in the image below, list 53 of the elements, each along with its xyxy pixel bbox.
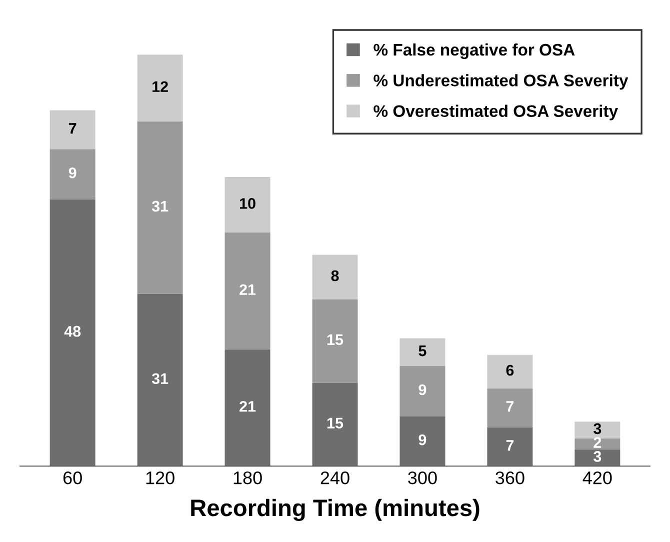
bar (574, 449, 620, 466)
data-label: 2 (594, 437, 602, 448)
x-tick-label: 240 (320, 471, 350, 484)
x-axis-title: Recording Time (minutes) (191, 498, 480, 522)
x-tick-label: 180 (234, 471, 262, 484)
data-label: 7 (506, 401, 514, 412)
legend-label: % False negative for OSA (374, 43, 575, 60)
data-label: 31 (152, 200, 168, 212)
bar (224, 232, 270, 350)
bar (574, 438, 620, 450)
x-tick-label: 360 (496, 471, 524, 484)
data-label: 15 (327, 334, 344, 346)
data-label: 7 (506, 440, 514, 451)
data-label: 5 (418, 346, 426, 356)
bar (400, 366, 446, 416)
bar (137, 121, 183, 294)
data-label: 12 (152, 81, 168, 92)
data-label: 9 (418, 384, 426, 396)
data-label: 21 (240, 284, 256, 295)
bar (137, 54, 183, 122)
legend-label: % Underestimated OSA Severity (374, 74, 628, 90)
bar (137, 294, 183, 466)
x-tick-label: 60 (63, 471, 82, 484)
data-label: 7 (68, 123, 76, 134)
data-label: 10 (240, 198, 256, 209)
bar (224, 349, 270, 466)
bar (487, 354, 533, 388)
data-label: 31 (152, 373, 168, 384)
x-tick-label: 420 (582, 471, 612, 484)
data-label: 3 (594, 423, 602, 434)
bar (50, 110, 96, 150)
x-tick-label: 300 (408, 471, 437, 484)
bar (312, 299, 358, 383)
data-label: 8 (331, 270, 339, 282)
bar (312, 382, 358, 466)
x-tick-label: 120 (146, 471, 174, 484)
bar (487, 388, 533, 428)
data-label: 6 (506, 364, 514, 376)
bar (50, 149, 96, 200)
data-label: 21 (240, 401, 256, 412)
bar (50, 199, 96, 466)
bar (574, 422, 620, 438)
bar (400, 416, 446, 466)
bar (224, 176, 270, 233)
bar (312, 254, 358, 300)
data-label: 15 (327, 418, 344, 429)
data-label: 9 (418, 434, 426, 446)
data-label: 3 (594, 451, 602, 462)
data-label: 9 (68, 167, 76, 178)
data-label: 48 (64, 326, 81, 337)
bar (487, 427, 533, 466)
bar (400, 338, 446, 366)
legend-label: % Overestimated OSA Severity (374, 104, 618, 120)
